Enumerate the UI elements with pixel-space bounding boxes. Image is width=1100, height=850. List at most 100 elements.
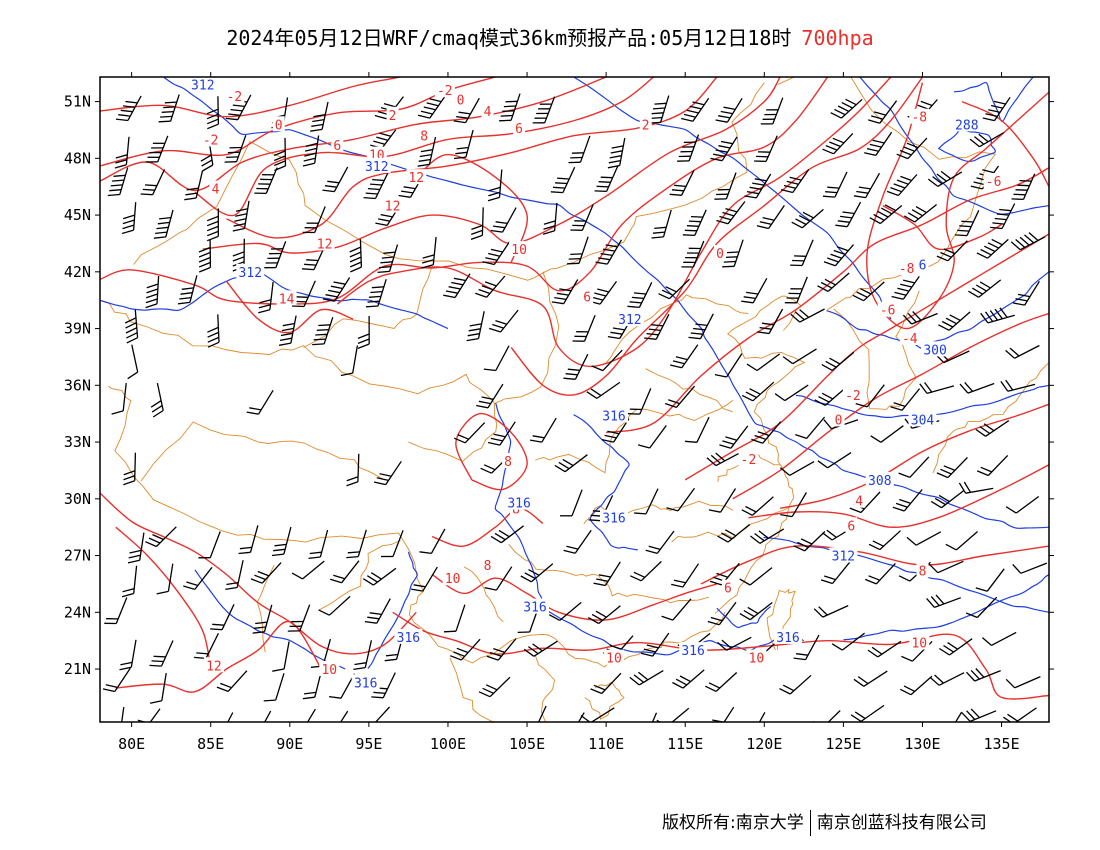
border-line [583,500,733,525]
temperature-label: 8 [420,130,428,145]
wind-barb [198,239,212,273]
wind-barb [150,382,164,418]
wind-barb [637,425,667,449]
temperature-label: 6 [583,290,591,305]
wind-barb [568,135,591,164]
wind-barb [588,281,618,305]
isotherm [225,280,354,334]
temperature-label-bg [434,82,455,98]
wind-barb [353,640,373,671]
title-level: 700hpa [801,26,874,50]
isotherm [732,312,1049,500]
wind-barb [483,345,510,372]
temperature-label: -2 [227,90,243,105]
wind-barb [976,238,1009,259]
wind-barb [523,640,558,657]
wind-barb [919,382,955,395]
wind-barb [739,567,773,586]
wind-barb [278,315,297,346]
height-label: 316 [776,631,799,646]
temperature-label-bg [418,127,431,143]
lat-label: 27N [64,547,91,565]
temperature-label: -8 [899,262,915,277]
wind-barb [651,712,658,722]
wind-barb [706,451,742,467]
wind-barb [177,275,198,305]
wind-barb [791,208,824,229]
isotherm [100,77,829,305]
temperature-label: -2 [203,133,219,148]
wind-barb [449,638,481,661]
wind-barb [708,488,737,513]
wind-barb [263,673,285,702]
wind-barb [158,94,180,123]
lon-label: 80E [118,735,145,753]
wind-barb [928,560,964,574]
wind-barb [318,595,351,616]
isotherm [100,492,417,655]
temperature-label: 8 [919,565,927,580]
temperature-label-bg [209,180,222,196]
wind-barb [717,523,751,543]
wind-barb [453,129,474,160]
wind-barb [115,95,142,122]
isotherm [605,167,1049,434]
height-label-bg [679,642,708,658]
wind-barb [121,565,138,598]
isotherm [748,464,1049,528]
wind-barb [975,568,1005,592]
wind-barb [758,711,766,722]
wind-barb [820,561,851,585]
wind-barb [853,670,888,687]
temperature-label: 6 [847,519,855,534]
wind-barb [779,674,812,695]
temperature-label: 2 [642,118,650,133]
border-layer [101,77,1049,722]
wind-barb [346,453,360,487]
temperature-label: -4 [902,332,918,347]
wind-barb [362,567,397,586]
lon-label: 90E [276,735,303,753]
wind-barb [306,708,316,722]
height-label: 312 [191,79,214,94]
wind-barb [784,276,808,304]
wind-barb [823,419,859,430]
wind-barb [238,525,259,555]
border-line [932,362,1049,474]
temperature-label: 10 [749,652,765,667]
title-main: 2024年05月12日WRF/cmaq模式36km预报产品:05月12日18时 [226,26,792,50]
temperature-label: 12 [408,171,424,186]
lat-label: 21N [64,660,91,678]
wind-barb [250,562,282,584]
wind-barb [153,209,174,239]
wind-barb [373,460,402,486]
height-label: 316 [397,631,420,646]
height-label: 312 [365,160,388,175]
temperature-label-bg [481,103,494,118]
wind-barb [478,676,511,698]
temperature-label: 6 [724,582,732,597]
isotherm [510,77,924,396]
height-label: 312 [618,313,641,328]
wind-barb [976,454,1009,477]
temperature-label: 2 [389,109,397,124]
wind-barb [291,560,325,580]
temperature-label-bg [272,116,285,132]
wind-barb [145,526,177,548]
wind-barb [453,97,480,124]
height-label: 6 [919,258,927,273]
wind-barb [990,203,1016,230]
wind-barb [563,529,592,554]
temperature-label-bg [200,131,221,147]
wind-barb [896,137,928,160]
wind-barb [790,308,825,323]
height-label: 304 [911,413,935,428]
temperature-label-bg [845,517,858,533]
wind-barb [936,457,968,479]
wind-barb [443,273,471,299]
wind-barb [722,239,744,268]
height-label-bg [236,263,265,279]
wind-barb [900,675,933,696]
temperature-label: 10 [321,663,337,678]
wind-barb [346,529,367,559]
